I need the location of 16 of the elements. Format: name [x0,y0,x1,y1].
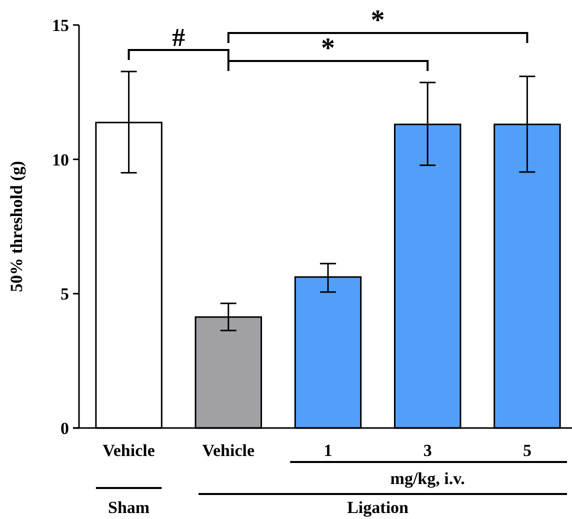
text: Ligation [347,498,410,517]
y-tick-label: 15 [52,16,69,35]
y-tick-label: 0 [60,418,69,438]
text: Sham [108,498,150,517]
text: mg/kg, i.v. [390,469,465,488]
x-tick-label: 1 [324,441,332,460]
x-tick-label: 5 [522,441,532,460]
annotation: # [172,23,186,52]
x-tick-label: 3 [423,441,432,460]
y-tick-label: 10 [52,150,69,170]
annotation: * [370,5,385,36]
y-tick-label: 5 [60,284,69,304]
x-tick-label: Vehicle [202,441,255,460]
annotation: * [321,33,335,64]
y-axis-title: 50% threshold (g) [7,161,26,292]
x-tick-label: Vehicle [102,441,156,460]
